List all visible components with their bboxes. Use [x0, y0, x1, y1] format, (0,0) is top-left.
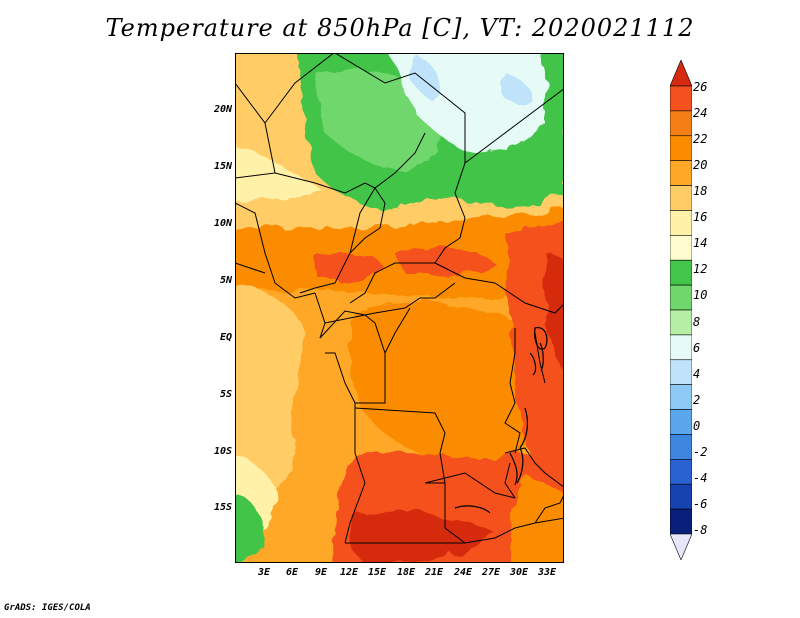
colorbar-label: 6	[693, 341, 701, 355]
lat-label: 10N	[213, 218, 232, 229]
colorbar-swatch	[670, 85, 692, 112]
lon-label: 3E	[257, 567, 271, 578]
colorbar-swatch	[670, 309, 692, 336]
colorbar-label: 14	[693, 236, 708, 250]
colorbar-swatch	[670, 160, 692, 186]
colorbar	[670, 60, 692, 560]
colorbar-label: 16	[693, 210, 708, 224]
colorbar-label: 2	[693, 393, 701, 407]
colorbar-swatch	[670, 235, 692, 261]
lon-label: 9E	[314, 567, 328, 578]
lon-label: 33E	[537, 567, 557, 578]
country-borders	[235, 53, 564, 544]
lon-label: 24E	[453, 567, 473, 578]
lat-label: 10S	[213, 446, 232, 457]
colorbar-label: 24	[693, 106, 708, 120]
lat-label: 5S	[219, 389, 232, 400]
colorbar-label: 26	[693, 80, 708, 94]
colorbar-swatch	[670, 135, 692, 161]
colorbar-label: -8	[693, 523, 708, 537]
lat-label: 20N	[213, 104, 232, 115]
colorbar-swatch	[670, 284, 692, 311]
colorbar-label: 18	[693, 184, 708, 198]
lon-label: 27E	[481, 567, 501, 578]
colorbar-label: -6	[693, 497, 708, 511]
colorbar-swatch	[670, 434, 692, 460]
colorbar-label: 10	[693, 288, 708, 302]
colorbar-swatch	[670, 185, 692, 211]
lat-label: 15S	[213, 502, 232, 513]
credit-text: GrADS: IGES/COLA	[4, 603, 91, 613]
colorbar-swatch	[670, 210, 692, 236]
lon-label: 18E	[396, 567, 416, 578]
colorbar-swatch	[670, 508, 692, 535]
colorbar-label: 4	[693, 367, 701, 381]
temperature-map	[235, 53, 564, 563]
colorbar-top-triangle	[670, 60, 692, 87]
lat-label: 15N	[213, 161, 232, 172]
colorbar-label: 8	[693, 315, 701, 329]
colorbar-label: 12	[693, 262, 708, 276]
lat-label: 5N	[219, 275, 232, 286]
colorbar-swatch	[670, 334, 692, 361]
colorbar-swatch	[670, 483, 692, 510]
colorbar-swatch	[670, 459, 692, 485]
plot-title: Temperature at 850hPa [C], VT: 202002111…	[105, 14, 695, 42]
colorbar-label: -2	[693, 445, 708, 459]
colorbar-swatch	[670, 359, 692, 385]
colorbar-label: -4	[693, 471, 708, 485]
colorbar-swatch	[670, 409, 692, 435]
colorbar-label: 22	[693, 132, 708, 146]
colorbar-swatch	[670, 384, 692, 410]
map-frame	[235, 53, 564, 563]
lat-label: EQ	[219, 332, 232, 343]
lon-label: 6E	[285, 567, 299, 578]
lon-label: 30E	[509, 567, 529, 578]
colorbar-label: 0	[693, 419, 701, 433]
lon-label: 15E	[367, 567, 387, 578]
colorbar-label: 20	[693, 158, 708, 172]
lakes	[454, 326, 548, 514]
lon-label: 12E	[339, 567, 359, 578]
colorbar-swatch	[670, 110, 692, 137]
temperature-field	[235, 53, 564, 563]
colorbar-bottom-triangle	[670, 533, 692, 560]
colorbar-swatch	[670, 259, 692, 286]
lon-label: 21E	[424, 567, 444, 578]
